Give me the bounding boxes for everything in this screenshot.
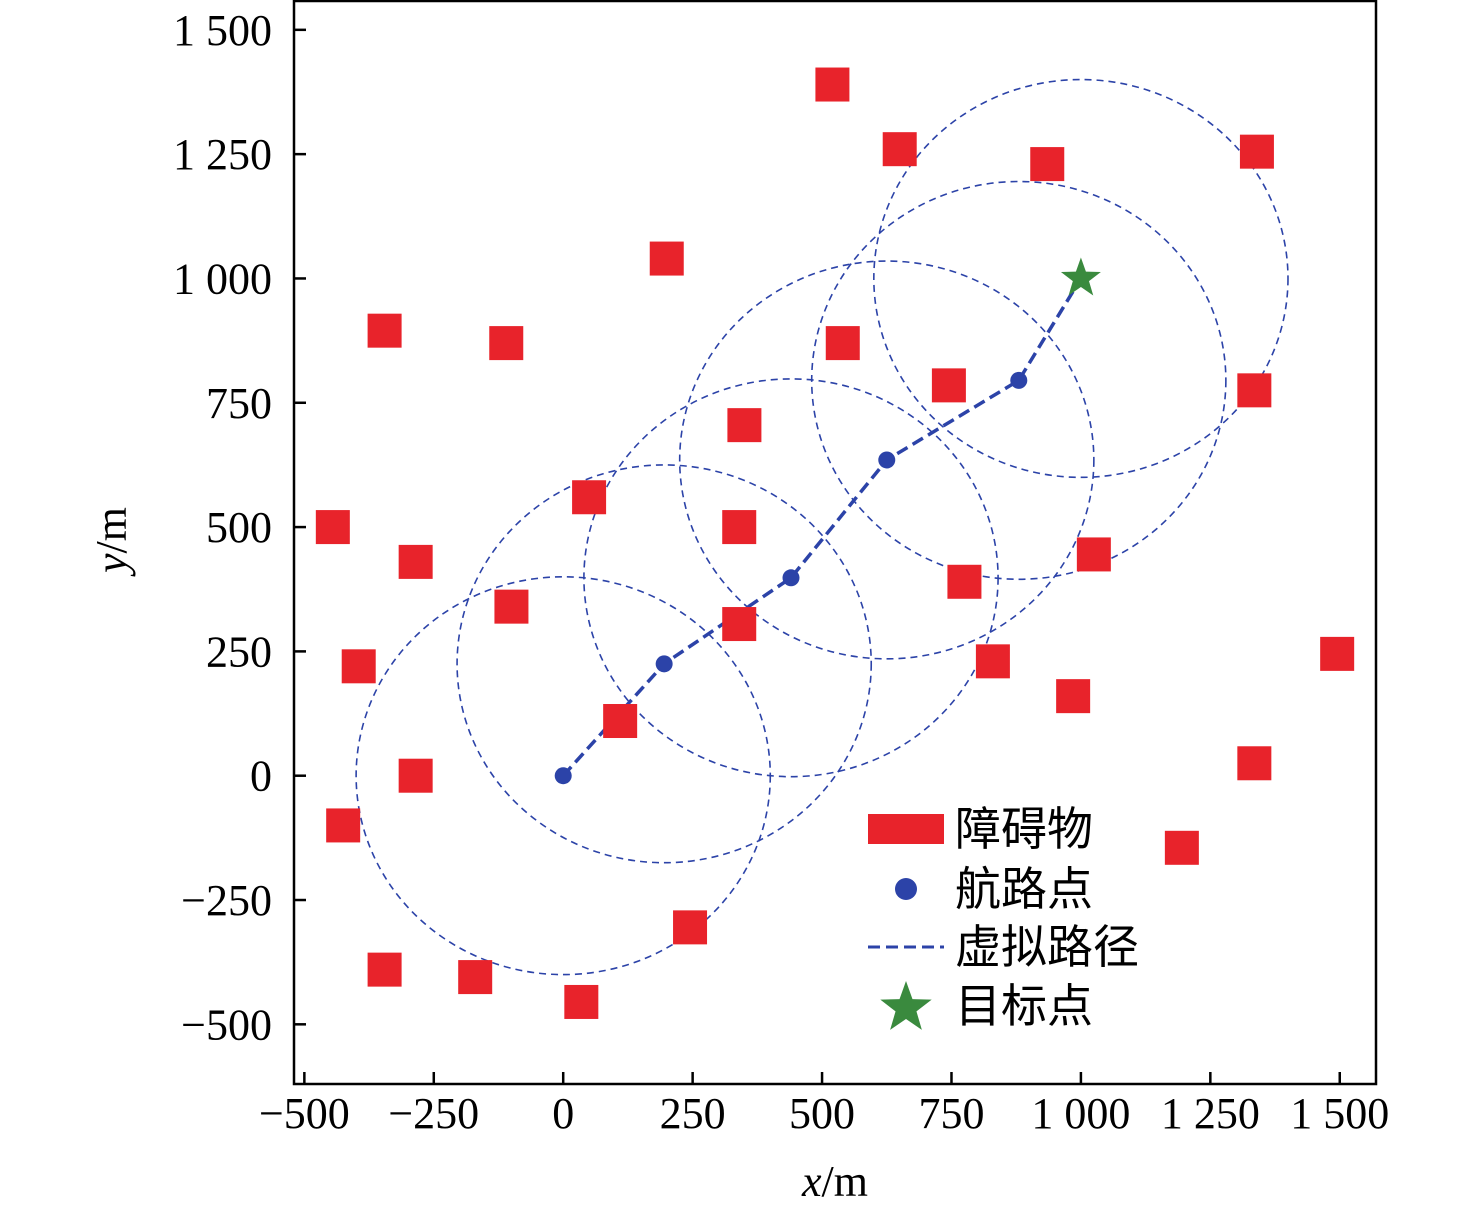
waypoint-3	[878, 451, 896, 469]
obstacle-25	[1237, 746, 1272, 781]
y-tick-label-0: −500	[181, 1000, 272, 1049]
y-tick-label-3: 250	[206, 627, 272, 676]
y-tick-label-1: −250	[181, 876, 272, 925]
obstacle-18	[722, 607, 757, 642]
obstacle-14	[398, 544, 433, 579]
obstacle-17	[494, 589, 529, 624]
obstacle-7	[825, 326, 860, 361]
target-point	[1060, 257, 1101, 296]
x-tick-label-7: 1 250	[1161, 1089, 1260, 1138]
waypoint-1	[655, 655, 673, 673]
obstacle-19	[341, 649, 376, 684]
obstacle-29	[367, 952, 402, 987]
obstacle-8	[931, 368, 966, 403]
obstacle-9	[1237, 373, 1272, 408]
legend-obstacle-swatch	[868, 814, 944, 844]
virtual-path-line	[561, 277, 1083, 777]
obstacle-15	[1076, 537, 1111, 572]
legend-target-swatch	[880, 981, 932, 1030]
legend-waypoint-label: 航路点	[955, 862, 1093, 916]
obstacle-6	[489, 326, 524, 361]
y-tick-label-6: 1 000	[173, 254, 272, 303]
obstacle-10	[727, 408, 762, 443]
obstacle-0	[815, 67, 850, 102]
waypoint-4	[1010, 371, 1028, 389]
y-axis-ticks: −500 −250 0 250 500 750 1 000 1 250 1 500	[173, 6, 306, 1049]
obstacles	[315, 67, 1355, 1019]
obstacle-5	[367, 313, 402, 348]
search-circle-4	[810, 180, 1227, 581]
y-tick-label-5: 750	[206, 379, 272, 428]
obstacle-16	[947, 564, 982, 599]
legend-obstacle-label: 障碍物	[955, 802, 1093, 856]
plot-frame	[292, 0, 1378, 1086]
obstacle-2	[1030, 147, 1065, 182]
obstacle-23	[1056, 679, 1091, 714]
y-axis-label: y/m	[87, 507, 136, 577]
x-tick-label-8: 1 500	[1290, 1089, 1389, 1138]
x-tick-label-5: 750	[918, 1089, 984, 1138]
x-tick-label-2: 0	[552, 1089, 574, 1138]
legend-waypoint-swatch	[895, 878, 917, 900]
obstacle-1	[882, 132, 917, 167]
search-circle-3	[678, 260, 1095, 660]
obstacle-3	[1239, 134, 1274, 169]
waypoint-2	[782, 569, 800, 587]
x-axis-label: x/m	[801, 1157, 868, 1206]
obstacle-28	[673, 910, 708, 945]
obstacle-4	[649, 241, 684, 276]
y-tick-label-8: 1 500	[173, 6, 272, 55]
obstacle-11	[572, 480, 607, 515]
virtual-path	[561, 277, 1083, 777]
search-circle-5	[873, 78, 1289, 479]
x-tick-label-1: −250	[388, 1089, 479, 1138]
obstacle-27	[1164, 830, 1199, 865]
x-axis-ticks: −500 −250 0 250 500 750 1 000 1 250 1 500	[259, 1072, 1389, 1138]
search-circles	[355, 78, 1289, 976]
obstacle-13	[722, 510, 757, 545]
legend-target-label: 目标点	[955, 979, 1093, 1033]
obstacle-30	[458, 960, 493, 995]
obstacle-22	[603, 704, 638, 739]
x-tick-label-3: 250	[660, 1089, 726, 1138]
obstacle-12	[315, 510, 350, 545]
x-tick-label-4: 500	[789, 1089, 855, 1138]
waypoint-0	[554, 767, 572, 785]
obstacle-31	[564, 984, 599, 1019]
obstacle-21	[1320, 636, 1355, 671]
legend-path-label: 虚拟路径	[955, 920, 1139, 974]
legend: 障碍物 航路点 虚拟路径 目标点	[868, 802, 1139, 1033]
obstacle-24	[398, 758, 433, 793]
obstacle-26	[326, 808, 361, 843]
x-tick-label-0: −500	[259, 1089, 350, 1138]
y-tick-label-4: 500	[206, 503, 272, 552]
waypoints	[554, 371, 1028, 785]
y-tick-label-7: 1 250	[173, 130, 272, 179]
target-star	[1060, 257, 1101, 296]
x-tick-label-6: 1 000	[1031, 1089, 1130, 1138]
search-circle-1	[456, 464, 873, 864]
y-tick-label-2: 0	[250, 752, 272, 801]
obstacle-20	[975, 644, 1010, 679]
